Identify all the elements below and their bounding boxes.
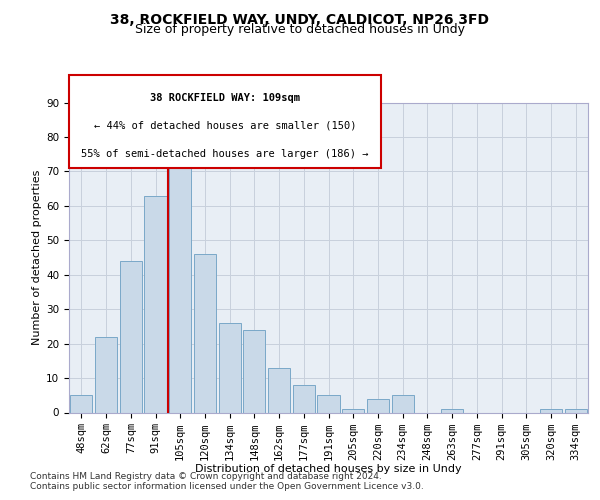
Bar xyxy=(540,409,562,412)
Text: 38, ROCKFIELD WAY, UNDY, CALDICOT, NP26 3FD: 38, ROCKFIELD WAY, UNDY, CALDICOT, NP26 … xyxy=(110,12,490,26)
Bar xyxy=(268,368,290,412)
Text: 55% of semi-detached houses are larger (186) →: 55% of semi-detached houses are larger (… xyxy=(81,148,369,158)
Y-axis label: Number of detached properties: Number of detached properties xyxy=(32,170,42,345)
Bar xyxy=(293,385,315,412)
Bar xyxy=(367,398,389,412)
X-axis label: Distribution of detached houses by size in Undy: Distribution of detached houses by size … xyxy=(195,464,462,474)
Text: Contains public sector information licensed under the Open Government Licence v3: Contains public sector information licen… xyxy=(30,482,424,491)
Bar xyxy=(317,396,340,412)
Bar xyxy=(119,261,142,412)
Bar xyxy=(218,323,241,412)
Text: Contains HM Land Registry data © Crown copyright and database right 2024.: Contains HM Land Registry data © Crown c… xyxy=(30,472,382,481)
Text: Size of property relative to detached houses in Undy: Size of property relative to detached ho… xyxy=(135,24,465,36)
Text: 38 ROCKFIELD WAY: 109sqm: 38 ROCKFIELD WAY: 109sqm xyxy=(150,93,300,103)
Bar xyxy=(392,396,414,412)
Bar xyxy=(342,409,364,412)
Bar xyxy=(565,409,587,412)
Bar xyxy=(70,396,92,412)
Bar xyxy=(95,336,117,412)
Bar xyxy=(243,330,265,412)
Bar xyxy=(169,161,191,412)
Bar xyxy=(194,254,216,412)
Bar xyxy=(441,409,463,412)
Text: ← 44% of detached houses are smaller (150): ← 44% of detached houses are smaller (15… xyxy=(94,121,356,131)
Bar xyxy=(145,196,167,412)
